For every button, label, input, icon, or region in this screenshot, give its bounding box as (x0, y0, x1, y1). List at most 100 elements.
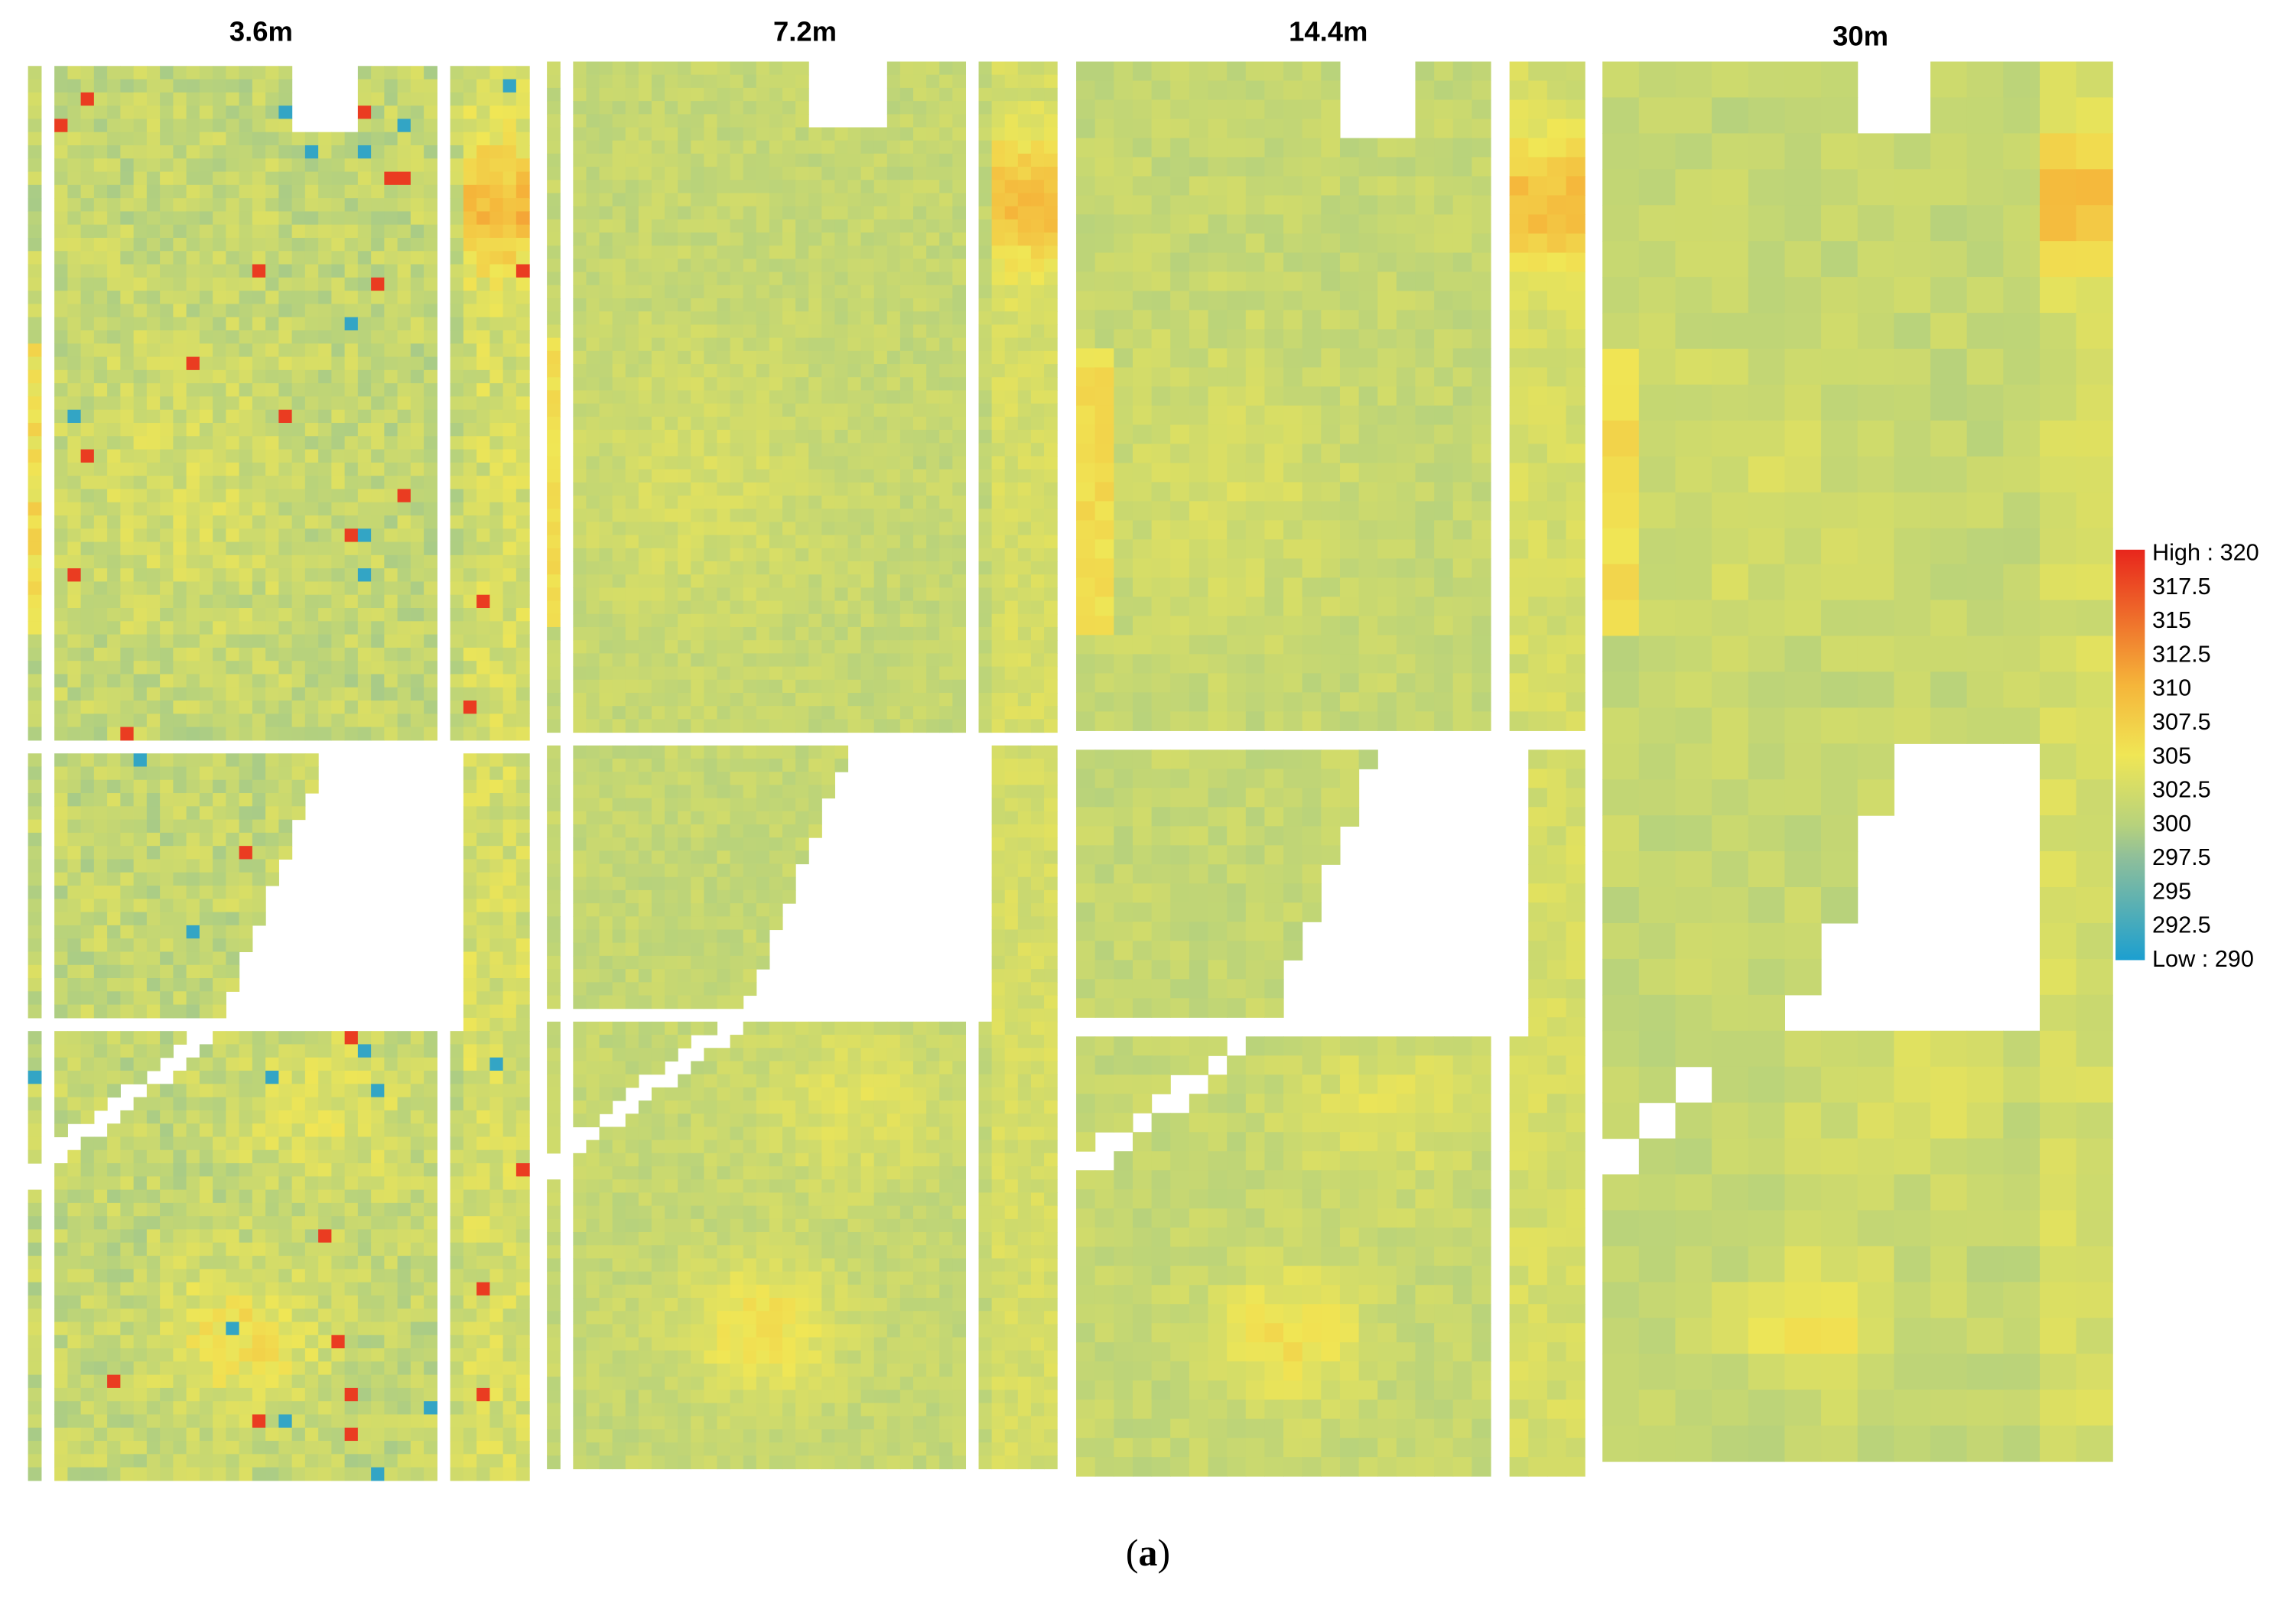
map-cell (502, 515, 517, 529)
map-cell (173, 264, 187, 278)
map-cell (939, 219, 953, 233)
map-cell (384, 1401, 398, 1416)
map-cell (991, 127, 1006, 141)
map-cell (160, 753, 174, 768)
map-cell (304, 1427, 319, 1442)
map-cell (847, 390, 862, 405)
map-cell (586, 153, 600, 167)
map-cell (107, 1189, 121, 1204)
map-cell (410, 634, 424, 649)
map-cell (186, 872, 200, 886)
map-cell (331, 1110, 346, 1124)
map-cell (304, 1387, 319, 1402)
map-cell (450, 1216, 464, 1231)
map-cell (133, 793, 148, 807)
map-cell (638, 364, 652, 378)
map-cell (291, 211, 306, 226)
map-cell (1017, 443, 1032, 457)
map-cell (899, 206, 914, 220)
map-cell (54, 224, 68, 239)
map-cell (133, 237, 148, 252)
map-cell (834, 482, 849, 496)
map-cell (278, 184, 293, 199)
map-cell (424, 1322, 437, 1336)
map-cell (239, 1176, 253, 1191)
map-cell (463, 409, 477, 424)
map-cell (80, 687, 95, 701)
map-cell (226, 132, 240, 146)
map-cell (304, 291, 319, 304)
map-cell (410, 317, 424, 331)
map-cell (691, 271, 704, 286)
map-cell (199, 872, 213, 886)
map-cell (146, 753, 161, 768)
map-cell (278, 1044, 293, 1058)
map-cell (357, 145, 372, 159)
map-cell (599, 153, 613, 167)
map-cell (107, 1084, 121, 1098)
map-cell (199, 436, 213, 450)
map-cell (28, 951, 42, 966)
map-cell (371, 1031, 385, 1045)
map-cell (743, 87, 757, 102)
map-cell (450, 687, 464, 701)
map-cell (80, 899, 95, 913)
map-cell (199, 1097, 213, 1111)
map-cell (625, 61, 639, 76)
map-cell (756, 232, 770, 246)
map-cell (120, 779, 135, 794)
map-cell (252, 106, 266, 119)
map-cell (886, 127, 901, 141)
map-cell (133, 396, 148, 411)
map-cell (926, 298, 940, 312)
map-cell (769, 403, 783, 418)
map-cell (80, 1467, 95, 1481)
map-cell (573, 443, 587, 457)
map-cell (371, 502, 385, 516)
map-cell (213, 806, 226, 821)
map-cell (357, 356, 372, 371)
map-cell (991, 430, 1006, 444)
map-cell (146, 964, 161, 979)
map-cell (107, 753, 121, 768)
map-cell (651, 271, 665, 286)
map-cell (424, 502, 437, 516)
map-cell (730, 364, 744, 378)
map-cell (278, 251, 293, 265)
map-cell (93, 291, 108, 304)
map-cell (782, 61, 796, 76)
map-cell (318, 356, 332, 371)
map-cell (371, 647, 385, 662)
map-cell (638, 561, 652, 575)
map-cell (252, 1295, 266, 1309)
map-cell (371, 277, 385, 291)
map-cell (344, 369, 359, 384)
map-cell (160, 1309, 174, 1323)
map-cell (331, 594, 346, 609)
map-cell (278, 1110, 293, 1124)
map-cell (226, 1229, 240, 1244)
map-cell (782, 101, 796, 115)
map-cell (717, 561, 731, 575)
map-cell (410, 251, 424, 265)
map-cell (384, 1467, 398, 1481)
map-cell (265, 1441, 279, 1455)
map-cell (678, 337, 691, 352)
map-cell (651, 443, 665, 457)
map-cell (186, 859, 200, 873)
map-cell (120, 1427, 135, 1442)
map-cell (476, 462, 490, 476)
map-cell (384, 92, 398, 106)
map-cell (357, 277, 372, 291)
map-cell (80, 1202, 95, 1217)
map-cell (515, 701, 530, 714)
map-cell (160, 277, 174, 291)
map-cell (515, 79, 530, 93)
map-cell (67, 1097, 82, 1111)
map-cell (226, 1454, 240, 1468)
map-cell (173, 1176, 187, 1191)
map-cell (133, 1136, 148, 1151)
map-cell (146, 422, 161, 437)
map-cell (476, 806, 490, 821)
map-cell (54, 1084, 68, 1098)
